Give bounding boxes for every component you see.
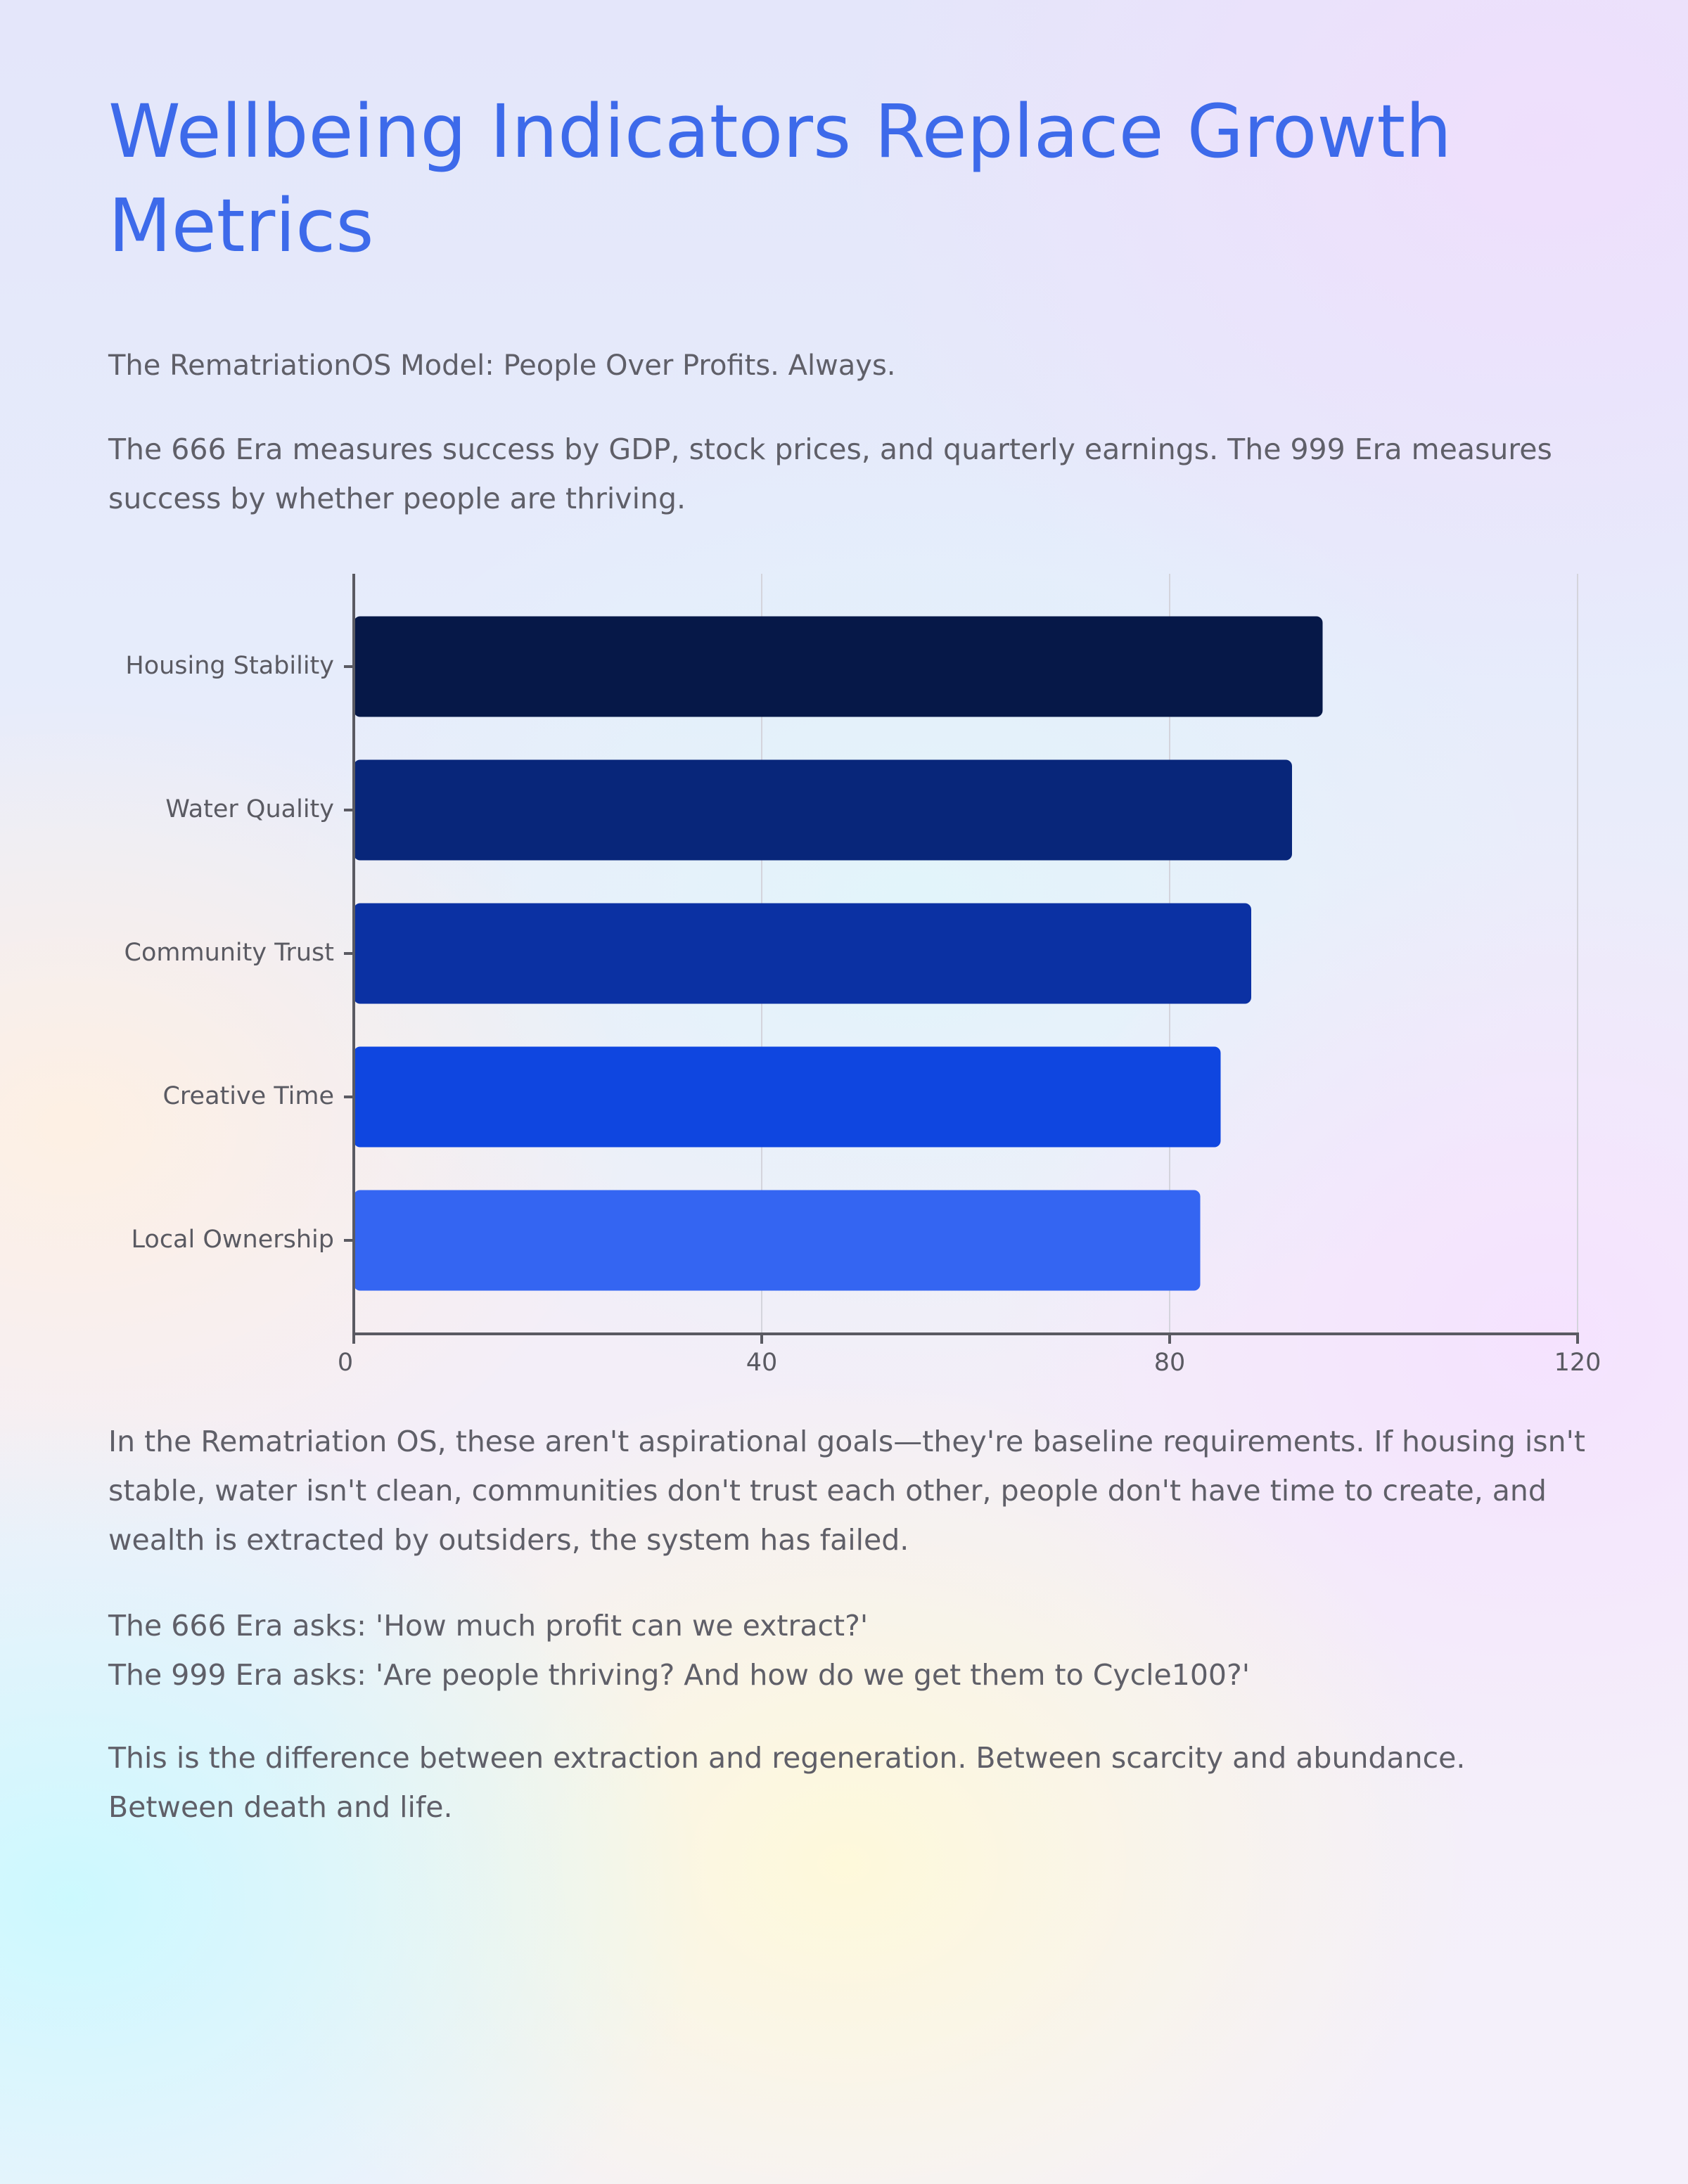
intro: The 666 Era measures success by GDP, sto… [108,432,1552,515]
y-tick-label: Local Ownership [132,1226,334,1254]
paragraph: The 999 Era asks: 'Are people thriving? … [108,1658,1251,1692]
y-tick-label: Creative Time [162,1082,334,1110]
paragraph: This is the difference between extractio… [108,1741,1466,1824]
bar [354,1046,1221,1148]
paragraph: The 666 Era asks: 'How much profit can w… [108,1609,869,1643]
subtitle: The RematriationOS Model: People Over Pr… [108,349,896,382]
y-tick-label: Water Quality [165,795,334,823]
page-title: Wellbeing Indicators Replace Growth Metr… [108,89,1452,269]
x-tick-label: 80 [1154,1349,1186,1377]
x-tick-label: 0 [338,1349,353,1377]
x-tick-label: 40 [746,1349,778,1377]
bar [354,759,1292,861]
bar [354,616,1323,717]
y-tick-label: Community Trust [124,939,334,967]
x-tick-label: 120 [1554,1349,1601,1377]
bar [354,903,1251,1004]
chart: 0 40 80 120 Housing Stability Water Quality Co… [124,574,1601,1377]
paragraph: In the Rematriation OS, these aren't asp… [108,1425,1585,1557]
y-tick-label: Housing Stability [125,652,334,680]
bar [354,1190,1201,1291]
